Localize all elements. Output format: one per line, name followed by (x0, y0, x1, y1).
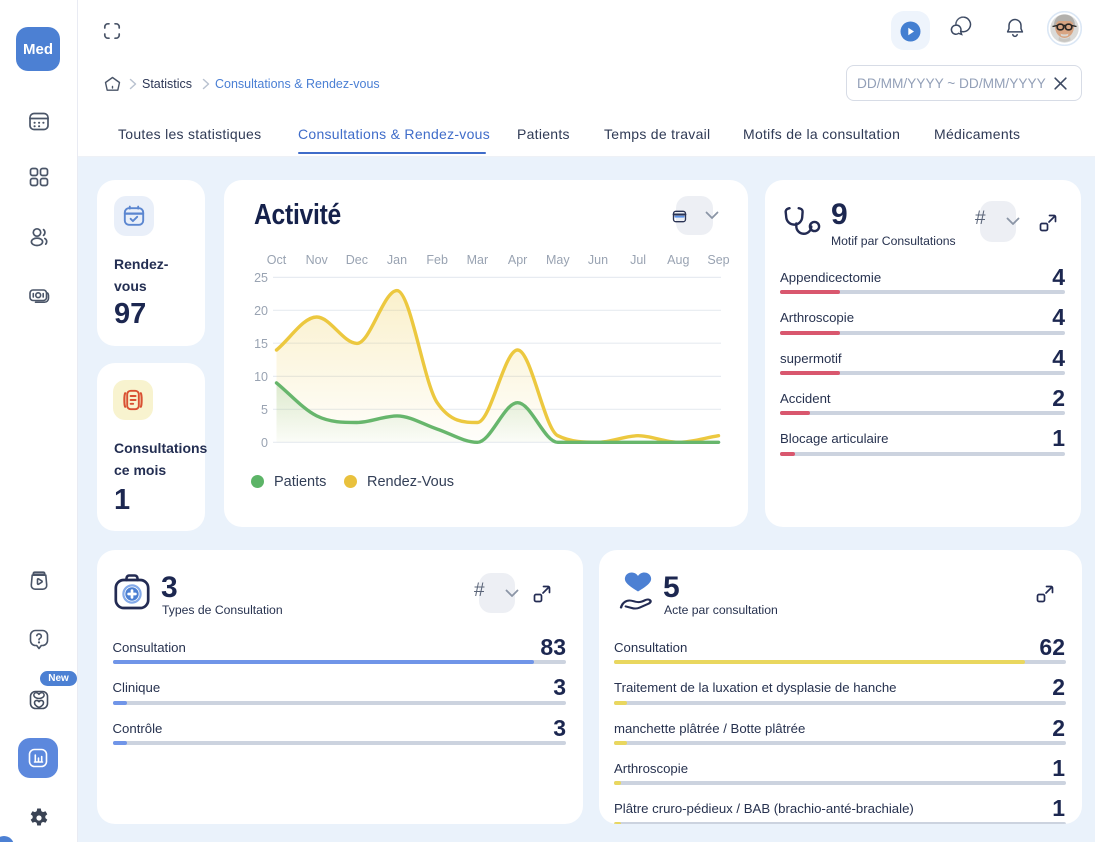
svg-text:Mar: Mar (467, 253, 489, 267)
svg-text:Oct: Oct (267, 253, 287, 267)
svg-text:Dec: Dec (346, 253, 368, 267)
svg-text:Feb: Feb (426, 253, 448, 267)
svg-text:0: 0 (261, 436, 268, 450)
svg-text:Jul: Jul (630, 253, 646, 267)
svg-text:May: May (546, 253, 570, 267)
svg-text:20: 20 (254, 304, 268, 318)
svg-text:15: 15 (254, 337, 268, 351)
svg-text:Jan: Jan (387, 253, 407, 267)
svg-text:Apr: Apr (508, 253, 527, 267)
svg-text:25: 25 (254, 271, 268, 285)
svg-text:5: 5 (261, 403, 268, 417)
svg-text:Jun: Jun (588, 253, 608, 267)
svg-text:10: 10 (254, 370, 268, 384)
svg-text:Sep: Sep (707, 253, 729, 267)
svg-text:Aug: Aug (667, 253, 689, 267)
svg-text:Nov: Nov (306, 253, 329, 267)
